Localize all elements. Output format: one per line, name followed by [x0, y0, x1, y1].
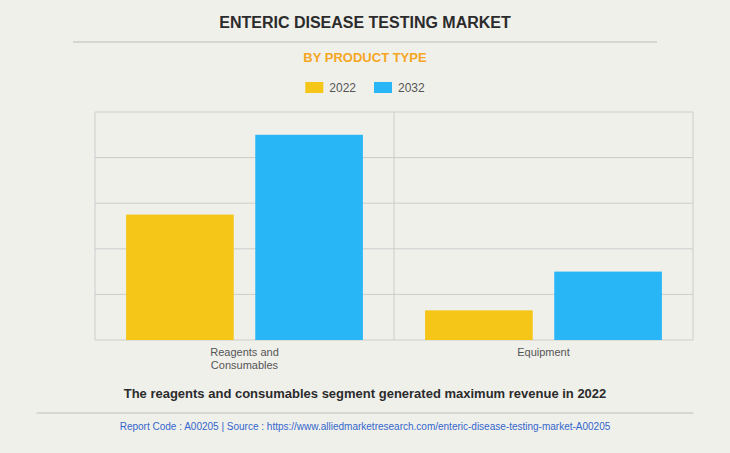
group-divider	[693, 112, 694, 340]
title-separator	[73, 42, 657, 43]
bar	[255, 135, 363, 340]
x-tick-label-line: Equipment	[517, 346, 570, 358]
bar	[126, 215, 234, 340]
x-tick-label-line: Consumables	[211, 359, 279, 371]
subtitle: BY PRODUCT TYPE	[303, 50, 427, 65]
legend-label: 2032	[398, 81, 425, 95]
x-tick-label: Equipment	[517, 346, 570, 358]
annotation-separator	[37, 413, 694, 414]
grid	[95, 112, 693, 340]
bar	[425, 310, 533, 340]
legend: 2022 2032	[305, 81, 425, 95]
title: ENTERIC DISEASE TESTING MARKET	[219, 14, 511, 31]
bar	[554, 272, 662, 340]
legend-swatch	[305, 82, 323, 93]
legend-swatch	[374, 82, 392, 93]
legend-label: 2022	[329, 81, 356, 95]
x-tick-label: Reagents andConsumables	[210, 346, 279, 371]
bars	[126, 135, 662, 340]
annotation: The reagents and consumables segment gen…	[124, 386, 607, 401]
background	[0, 0, 730, 453]
group-divider	[95, 112, 96, 340]
x-tick-label-line: Reagents and	[210, 346, 279, 358]
group-divider	[394, 112, 395, 340]
chart: ENTERIC DISEASE TESTING MARKET BY PRODUCT…	[0, 0, 730, 453]
annotation: Report Code : A00205 | Source : https://…	[120, 421, 611, 432]
